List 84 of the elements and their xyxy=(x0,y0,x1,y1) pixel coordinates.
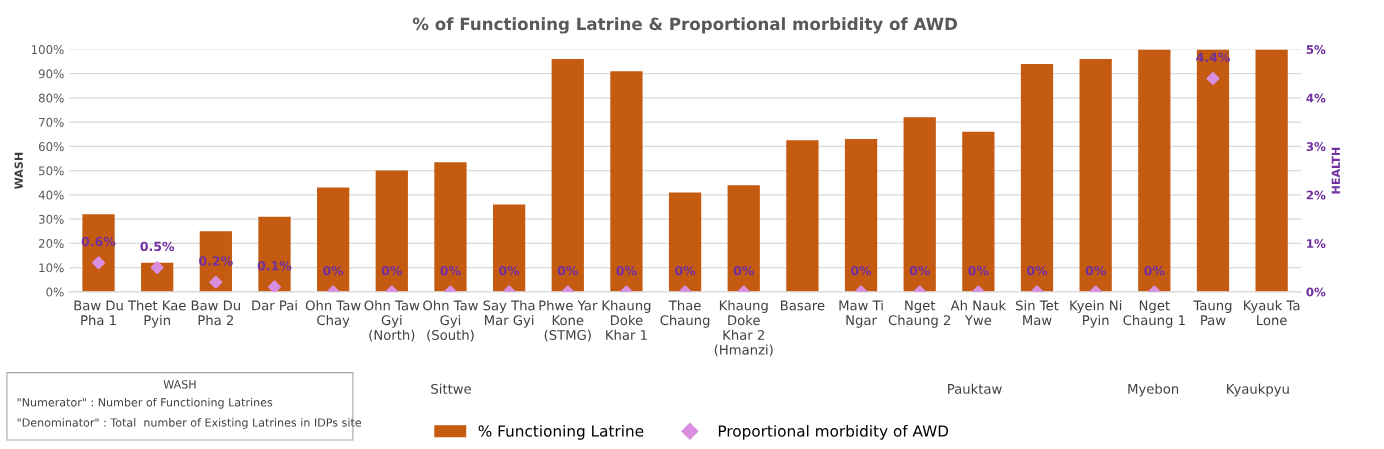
x-tick-label: Ohn Taw Gyi (North) xyxy=(364,300,420,342)
data-label: 0.5% xyxy=(140,241,175,252)
bar xyxy=(434,162,467,292)
bar xyxy=(551,59,584,292)
y2-tick-label: 3% xyxy=(1306,142,1326,152)
bar xyxy=(375,170,408,292)
x-tick-label: Sin Tet Maw xyxy=(1016,300,1059,326)
x-tick-label: Ohn Taw Gyi (South) xyxy=(423,300,478,342)
bar xyxy=(82,214,115,292)
legend-label: % Functioning Latrine xyxy=(478,424,644,440)
y2-tick-label: 2% xyxy=(1306,190,1326,200)
x-tick-label: Ohn Taw Chay xyxy=(305,300,361,328)
y-tick-label: 90% xyxy=(38,69,64,79)
x-tick-label: Ah Nauk Ywe xyxy=(950,300,1007,326)
data-label: 0% xyxy=(616,265,637,276)
y-tick-label: 10% xyxy=(39,263,64,273)
data-label: 0% xyxy=(381,265,403,276)
x-tick-label: Nget Chaung 1 xyxy=(1123,300,1185,328)
text: Sittwe xyxy=(431,383,471,394)
x-tick-label: Dar Pai xyxy=(252,300,297,311)
chart-title: % of Functioning Latrine & Proportional morbidity of AWD xyxy=(412,17,958,34)
y-axis-title: WASH xyxy=(14,152,23,190)
y2-tick-label: 1% xyxy=(1307,239,1326,249)
bar xyxy=(610,71,643,292)
text: "Numerator" : Number of Functioning Latrines xyxy=(17,397,273,409)
y-tick-label: 100% xyxy=(31,45,64,55)
bar xyxy=(1138,49,1171,292)
text: "Denominator" : Total number of Existing Latrines in IDPs site xyxy=(17,418,362,429)
data-label: 0% xyxy=(323,265,344,276)
bar xyxy=(962,131,995,292)
text: Kyaukpyu xyxy=(1227,383,1289,397)
x-tick-label: Basare xyxy=(781,300,825,311)
x-tick-label: Taung Paw xyxy=(1193,300,1232,326)
data-label: 0% xyxy=(1085,265,1106,276)
x-tick-label: Say Tha Mar Gyi xyxy=(483,300,535,328)
x-tick-label: Baw Du Pha 1 xyxy=(74,300,123,326)
y-tick-label: 40% xyxy=(38,190,64,200)
y-tick-label: 60% xyxy=(38,142,64,152)
data-label: 0% xyxy=(675,265,696,276)
data-label: 0% xyxy=(499,265,520,276)
text: WASH xyxy=(163,380,196,389)
data-label: 0% xyxy=(909,265,930,276)
data-label: 0% xyxy=(733,265,754,276)
y-tick-label: 20% xyxy=(38,239,64,249)
y-tick-label: 30% xyxy=(39,214,64,224)
y-tick-label: 80% xyxy=(38,93,64,103)
x-tick-label: Maw Ti Ngar xyxy=(839,300,883,328)
bar xyxy=(1255,49,1288,292)
data-label: 0% xyxy=(1144,265,1165,276)
x-tick-label: Thae Chaung xyxy=(660,300,710,328)
y-tick-label: 70% xyxy=(39,117,64,127)
x-tick-label: Nget Chaung 2 xyxy=(888,300,951,328)
bar xyxy=(1196,49,1230,292)
bar xyxy=(844,139,878,292)
x-tick-label: Kyein Ni Pyin xyxy=(1070,300,1122,328)
text: Myebon xyxy=(1128,383,1179,397)
bar xyxy=(727,185,760,292)
bar xyxy=(903,117,936,292)
x-tick-label: Khaung Doke Khar 2 (Hmanzi) xyxy=(714,300,773,357)
bar xyxy=(668,192,702,292)
bar xyxy=(1079,59,1112,292)
bar xyxy=(317,187,350,292)
y-tick-label: 0% xyxy=(46,287,64,297)
data-label: 0% xyxy=(557,265,578,276)
y2-tick-label: 4% xyxy=(1306,93,1326,103)
x-tick-label: Khaung Doke Khar 1 xyxy=(602,300,651,340)
x-tick-label: Thet Kae Pyin xyxy=(127,300,186,328)
bar xyxy=(258,216,291,292)
y2-tick-label: 0% xyxy=(1306,287,1326,297)
data-label: 0% xyxy=(968,265,989,276)
legend-label: Proportional morbidity of AWD xyxy=(718,424,949,440)
data-label: 0% xyxy=(851,265,872,276)
x-tick-label: Kyauk Ta Lone xyxy=(1244,300,1300,326)
y-tick-label: 50% xyxy=(39,166,64,176)
y2-tick-label: 5% xyxy=(1306,45,1326,55)
data-label: 0% xyxy=(440,265,461,276)
bar xyxy=(1020,63,1054,292)
data-label: 0% xyxy=(1027,265,1048,276)
x-tick-label: Baw Du Pha 2 xyxy=(191,300,240,326)
bar xyxy=(786,140,819,292)
text: Pauktaw xyxy=(948,383,1002,394)
x-tick-label: Phwe Yar Kone (STMG) xyxy=(539,300,598,342)
y2-axis-title: HEALTH xyxy=(1331,147,1340,194)
bar xyxy=(492,204,526,292)
